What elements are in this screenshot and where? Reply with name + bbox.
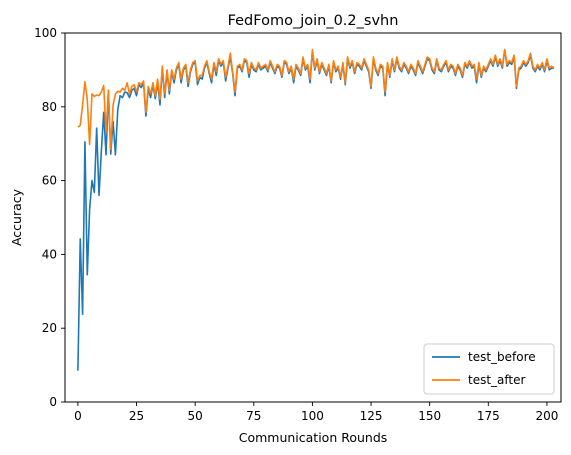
x-tick-label: 0 [74,409,82,423]
x-axis: 0 25 50 75 100 125 150 175 200 [74,402,558,423]
x-tick-label: 50 [188,409,203,423]
x-tick-label: 75 [246,409,261,423]
plot-frame [64,32,562,403]
y-axis-label: Accuracy [9,188,24,246]
series-line-test-before [77,48,554,371]
series-line-test-after [77,48,555,151]
y-tick-label: 20 [42,321,57,335]
legend: test_before test_after [423,343,555,395]
y-tick-label: 0 [49,395,57,409]
series-layer [77,48,555,371]
y-tick-label: 40 [42,247,57,261]
x-tick-label: 25 [129,409,144,423]
chart-title: FedFomo_join_0.2_svhn [228,13,399,29]
x-tick-label: 150 [418,409,441,423]
y-axis: 0 20 40 60 80 100 [34,26,65,409]
x-tick-label: 100 [301,409,324,423]
legend-label-test-before: test_before [468,350,536,364]
x-tick-label: 175 [477,409,500,423]
legend-label-test-after: test_after [468,373,526,387]
x-tick-label: 125 [360,409,383,423]
x-axis-label: Communication Rounds [239,430,388,445]
y-tick-label: 80 [42,100,57,114]
y-tick-label: 60 [42,174,57,188]
x-tick-label: 200 [535,409,558,423]
y-tick-label: 100 [34,26,57,40]
